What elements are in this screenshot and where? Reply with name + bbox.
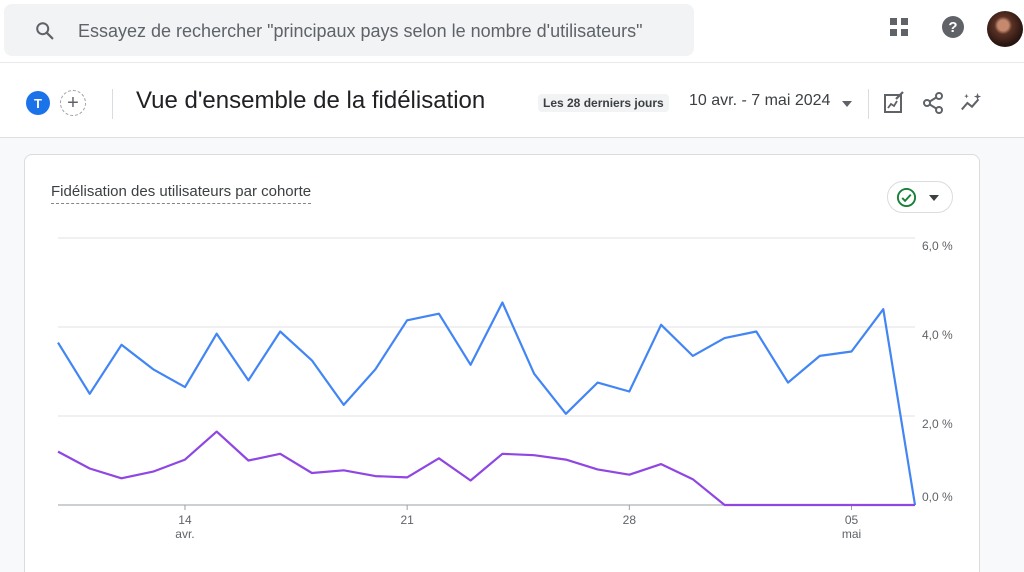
y-tick-label: 6,0 % [922, 239, 953, 253]
divider [112, 89, 113, 119]
add-comparison-button[interactable]: + [60, 90, 86, 116]
search-bar[interactable]: Essayez de rechercher "principaux pays s… [4, 4, 694, 56]
y-tick-label: 2,0 % [922, 417, 953, 431]
avatar[interactable] [987, 11, 1023, 47]
series-line-1[interactable] [57, 301, 917, 506]
check-circle-icon [896, 187, 917, 208]
apps-grid-icon[interactable] [886, 14, 912, 40]
x-tick-label: 21 [400, 513, 414, 527]
page-title: Vue d'ensemble de la fidélisation [136, 87, 486, 114]
divider [868, 89, 869, 119]
edit-report-icon[interactable] [882, 91, 906, 115]
series-line-2[interactable] [57, 430, 915, 507]
search-icon [36, 22, 54, 40]
card-title[interactable]: Fidélisation des utilisateurs par cohort… [51, 183, 312, 204]
share-icon[interactable] [921, 91, 945, 115]
content-area: Fidélisation des utilisateurs par cohort… [0, 138, 1024, 572]
search-input[interactable]: Essayez de rechercher "principaux pays s… [78, 21, 643, 41]
date-range-value[interactable]: 10 avr. - 7 mai 2024 [689, 92, 831, 109]
help-icon[interactable]: ? [940, 14, 966, 40]
insights-icon[interactable] [960, 91, 984, 115]
x-tick-sublabel: avr. [175, 527, 194, 541]
x-tick-sublabel: mai [842, 527, 861, 541]
x-tick-label: 14 [178, 513, 192, 527]
x-tick-label: 28 [623, 513, 637, 527]
report-header: T + Vue d'ensemble de la fidélisation Le… [0, 62, 1024, 138]
date-range-label[interactable]: Les 28 derniers jours [538, 94, 669, 112]
svg-text:?: ? [948, 19, 957, 36]
x-tick-label: 05 [845, 513, 859, 527]
caret-down-icon [929, 195, 939, 201]
top-bar: Essayez de rechercher "principaux pays s… [0, 0, 1024, 62]
y-tick-label: 0,0 % [922, 490, 953, 504]
chevron-down-icon[interactable] [840, 97, 854, 111]
retention-card: Fidélisation des utilisateurs par cohort… [24, 154, 980, 572]
y-tick-label: 4,0 % [922, 328, 953, 342]
comparison-chip[interactable]: T [26, 91, 50, 115]
status-button[interactable] [887, 181, 953, 213]
